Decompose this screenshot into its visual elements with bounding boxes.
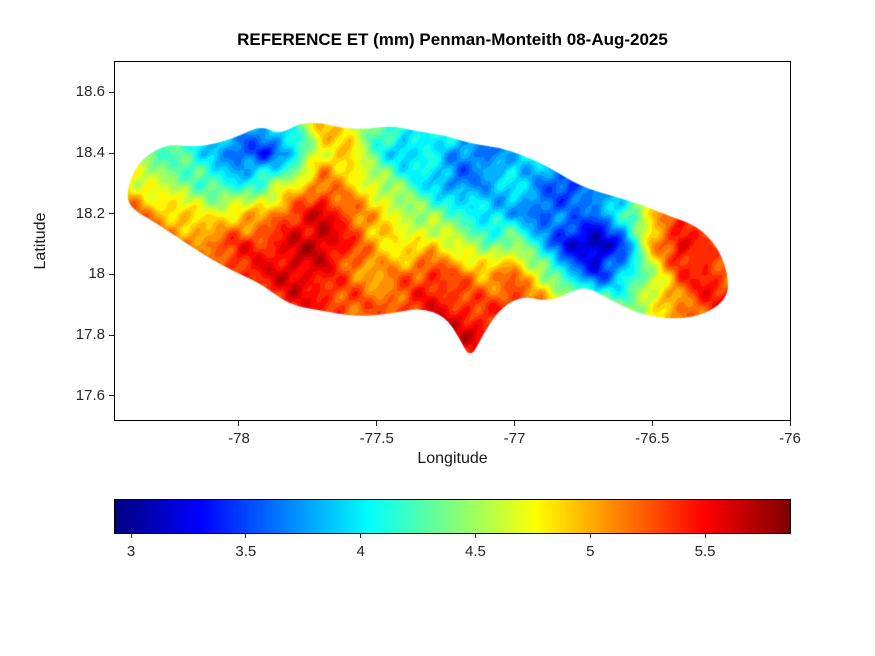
y-tick-label: 18.6 — [75, 83, 105, 101]
colorbar-frame — [114, 499, 791, 534]
y-tick-mark — [109, 395, 114, 397]
x-tick-mark — [651, 421, 653, 426]
colorbar-tick-mark — [589, 534, 591, 538]
colorbar-tick-label: 4 — [356, 543, 365, 560]
y-tick-mark — [109, 213, 114, 215]
colorbar-tick-label: 4.5 — [465, 543, 486, 560]
y-tick-mark — [109, 334, 114, 336]
x-tick-mark — [376, 421, 378, 426]
x-tick-label: -77 — [503, 430, 526, 447]
colorbar — [115, 500, 790, 533]
et-heatmap-canvas — [115, 62, 790, 420]
x-axis-label: Longitude — [417, 450, 488, 467]
y-axis-label: Latitude — [32, 212, 49, 270]
colorbar-tick-mark — [245, 534, 247, 538]
x-tick-mark — [789, 421, 791, 426]
x-tick-label: -76.5 — [635, 430, 670, 447]
y-tick-label: 17.6 — [75, 386, 105, 404]
y-tick-mark — [109, 152, 114, 154]
colorbar-tick-label: 5 — [586, 543, 595, 560]
x-tick-mark — [513, 421, 515, 426]
colorbar-tick-label: 3.5 — [235, 543, 257, 560]
y-tick-label: 17.8 — [75, 326, 105, 344]
colorbar-tick-mark — [704, 534, 706, 538]
y-tick-mark — [109, 273, 114, 275]
x-tick-mark — [238, 421, 240, 426]
chart-title: REFERENCE ET (mm) Penman-Monteith 08-Aug… — [237, 30, 668, 49]
x-tick-label: -77.5 — [359, 430, 394, 447]
x-tick-label: -76 — [779, 430, 801, 447]
colorbar-tick-mark — [130, 534, 132, 538]
colorbar-tick-label: 3 — [126, 543, 136, 560]
colorbar-tick-mark — [360, 534, 362, 538]
colorbar-tick-mark — [474, 534, 476, 538]
y-tick-label: 18 — [88, 265, 105, 283]
y-tick-label: 18.2 — [75, 204, 105, 222]
plot-area — [114, 61, 791, 421]
x-tick-label: -78 — [228, 430, 250, 447]
y-tick-label: 18.4 — [75, 144, 105, 162]
y-tick-mark — [109, 91, 114, 93]
colorbar-tick-label: 5.5 — [694, 543, 716, 560]
